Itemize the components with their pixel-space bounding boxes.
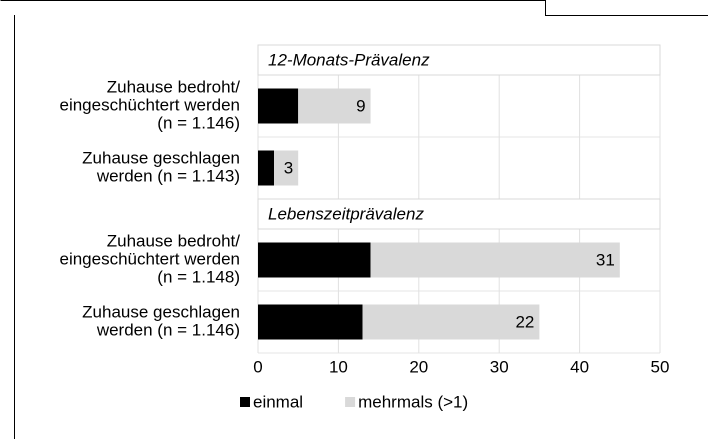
bar-segment — [370, 242, 620, 278]
x-tick-label: 0 — [253, 357, 262, 376]
y-tick-label: Zuhause bedroht/ — [107, 231, 241, 250]
data-label: 2 — [260, 158, 269, 177]
y-tick-label: eingeschüchtert werden — [59, 249, 240, 268]
legend-label: mehrmals (>1) — [358, 392, 468, 411]
legend-swatch — [345, 397, 356, 407]
x-tick-label: 10 — [329, 357, 348, 376]
bar-segment — [362, 304, 540, 340]
x-tick-label: 30 — [490, 357, 509, 376]
data-label: 13 — [339, 312, 358, 331]
frame-top — [0, 0, 708, 16]
y-tick-label: Zuhause geschlagen — [82, 302, 240, 321]
x-tick-label: 40 — [570, 357, 589, 376]
x-tick-label: 50 — [651, 357, 670, 376]
section-header-box — [257, 44, 661, 76]
section-header-box — [257, 198, 661, 230]
section-header: Lebenszeitprävalenz — [268, 204, 424, 223]
y-tick-label: Zuhause bedroht/ — [107, 77, 241, 96]
y-tick-label: eingeschüchtert werden — [59, 95, 240, 114]
y-tick-label: werden (n = 1.143) — [96, 166, 240, 185]
bar-segment — [258, 88, 299, 124]
data-label: 14 — [347, 250, 366, 269]
data-label: 31 — [596, 250, 615, 269]
data-label: 22 — [515, 312, 534, 331]
data-label: 9 — [356, 96, 365, 115]
bar-segment — [274, 150, 299, 186]
bar-segment — [258, 304, 363, 340]
y-tick-label: (n = 1.146) — [157, 113, 240, 132]
y-tick-label: (n = 1.148) — [157, 267, 240, 286]
data-label: 3 — [284, 158, 293, 177]
bar-segment — [258, 150, 275, 186]
bar-segment — [258, 242, 371, 278]
legend-label: einmal — [253, 392, 303, 411]
y-tick-label: Zuhause geschlagen — [82, 148, 240, 167]
bar-segment — [298, 88, 371, 124]
y-tick-label: werden (n = 1.146) — [96, 320, 240, 339]
section-header: 12-Monats-Prävalenz — [268, 50, 430, 69]
data-label: 5 — [284, 96, 293, 115]
legend-swatch — [240, 397, 250, 407]
x-tick-label: 20 — [409, 357, 428, 376]
